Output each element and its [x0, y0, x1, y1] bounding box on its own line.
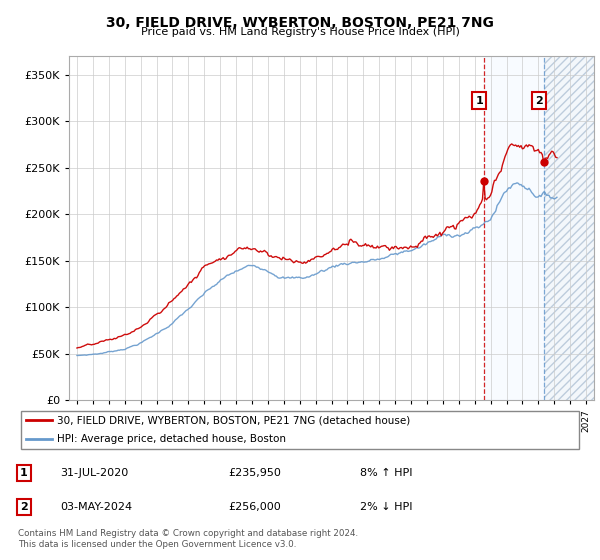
Bar — [544, 56, 594, 400]
FancyBboxPatch shape — [21, 411, 579, 449]
Text: £235,950: £235,950 — [228, 468, 281, 478]
Text: 2: 2 — [20, 502, 28, 512]
Text: 30, FIELD DRIVE, WYBERTON, BOSTON, PE21 7NG: 30, FIELD DRIVE, WYBERTON, BOSTON, PE21 … — [106, 16, 494, 30]
Text: 1: 1 — [475, 96, 483, 106]
Text: 8% ↑ HPI: 8% ↑ HPI — [360, 468, 413, 478]
Text: 2: 2 — [535, 96, 543, 106]
Text: 2% ↓ HPI: 2% ↓ HPI — [360, 502, 413, 512]
Text: 30, FIELD DRIVE, WYBERTON, BOSTON, PE21 7NG (detached house): 30, FIELD DRIVE, WYBERTON, BOSTON, PE21 … — [58, 415, 411, 425]
Text: 03-MAY-2024: 03-MAY-2024 — [60, 502, 132, 512]
Text: 31-JUL-2020: 31-JUL-2020 — [60, 468, 128, 478]
Text: HPI: Average price, detached house, Boston: HPI: Average price, detached house, Bost… — [58, 435, 286, 445]
Text: 1: 1 — [20, 468, 28, 478]
Bar — [544, 56, 594, 400]
Text: £256,000: £256,000 — [228, 502, 281, 512]
Text: Price paid vs. HM Land Registry's House Price Index (HPI): Price paid vs. HM Land Registry's House … — [140, 27, 460, 37]
Bar — [484, 56, 544, 400]
Text: Contains HM Land Registry data © Crown copyright and database right 2024.
This d: Contains HM Land Registry data © Crown c… — [18, 529, 358, 549]
